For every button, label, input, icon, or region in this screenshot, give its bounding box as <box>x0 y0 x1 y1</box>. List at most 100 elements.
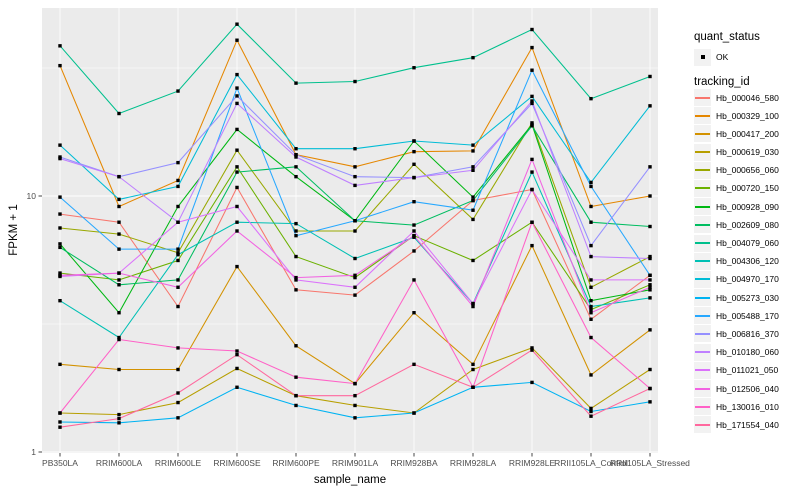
legend-line-swatch <box>695 387 710 390</box>
data-point <box>235 352 239 357</box>
data-point <box>176 391 180 395</box>
data-point <box>117 416 121 421</box>
legend-item: Hb_000417_200 <box>694 125 779 143</box>
legend-key-box <box>694 252 711 270</box>
data-point <box>412 249 416 253</box>
data-point <box>294 403 298 408</box>
legend-key-box <box>694 179 711 197</box>
data-point <box>294 174 298 179</box>
legend-line-swatch <box>695 205 710 208</box>
data-point <box>176 285 180 289</box>
legend-item: Hb_004970_170 <box>694 270 779 288</box>
legend-item-label: Hb_004306_120 <box>716 256 779 267</box>
legend-item: Hb_004079_060 <box>694 234 779 252</box>
data-point <box>176 178 180 183</box>
legend-item: Hb_011021_050 <box>694 361 779 379</box>
data-point <box>589 373 593 377</box>
legend-item: Hb_006816_370 <box>694 325 779 343</box>
legend-line-swatch <box>695 332 710 335</box>
data-point <box>530 348 534 352</box>
legend-item: Hb_004306_120 <box>694 252 779 270</box>
data-point <box>117 283 121 287</box>
data-point <box>176 160 180 165</box>
data-point <box>589 317 593 321</box>
data-point <box>117 204 121 209</box>
data-point <box>117 337 121 342</box>
legend-item-label: Hb_004970_170 <box>716 274 779 285</box>
data-point <box>589 335 593 340</box>
data-point <box>471 165 475 169</box>
legend-line-swatch <box>695 96 710 99</box>
data-point <box>58 362 62 367</box>
data-point <box>235 101 239 106</box>
data-point <box>235 264 239 269</box>
data-point <box>412 233 416 238</box>
x-axis-title: sample_name <box>313 474 387 486</box>
data-point <box>176 204 180 209</box>
legend-line-swatch <box>695 223 710 226</box>
data-point <box>648 400 652 404</box>
data-point <box>58 44 62 48</box>
point-marker-icon <box>700 55 705 59</box>
legend-key-box <box>694 325 711 343</box>
legend-key-box <box>694 307 711 325</box>
data-point <box>589 96 593 101</box>
legend-item-label: Hb_012506_040 <box>716 383 779 394</box>
data-point <box>589 304 593 309</box>
data-point <box>176 184 180 189</box>
legend-item-label: Hb_000619_030 <box>716 147 779 158</box>
data-point <box>294 152 298 157</box>
legend-item-label: Hb_005273_030 <box>716 292 779 303</box>
data-point <box>648 165 652 169</box>
legend-line-swatch <box>695 151 710 154</box>
legend-items: Hb_000046_580 Hb_000329_100 Hb_000417_200 H… <box>694 89 779 435</box>
data-point <box>294 254 298 259</box>
data-point <box>353 416 357 420</box>
legend-item: Hb_000928_090 <box>694 198 779 216</box>
data-point <box>412 139 416 143</box>
data-point <box>589 307 593 312</box>
legend-key-box <box>694 398 711 416</box>
data-point <box>176 416 180 420</box>
data-point <box>530 94 534 99</box>
data-point <box>530 380 534 385</box>
data-point <box>58 425 62 429</box>
legend-item: Hb_000720_150 <box>694 179 779 197</box>
data-point <box>294 233 298 238</box>
data-point <box>58 420 62 424</box>
data-point <box>117 271 121 275</box>
legend-key-box <box>694 125 711 143</box>
legend-item: Hb_005273_030 <box>694 289 779 307</box>
data-point <box>58 226 62 230</box>
legend-line-swatch <box>695 114 710 117</box>
legend-line-swatch <box>695 369 710 372</box>
data-point <box>648 273 652 278</box>
data-point <box>648 104 652 108</box>
data-point <box>176 251 180 255</box>
data-point <box>530 99 534 103</box>
data-point <box>117 247 121 251</box>
data-point <box>648 254 652 259</box>
data-point <box>353 219 357 223</box>
data-point <box>412 411 416 415</box>
data-point <box>58 298 62 303</box>
legend-item: Hb_010180_060 <box>694 343 779 361</box>
data-point <box>471 385 475 389</box>
data-point <box>176 367 180 372</box>
data-point <box>471 149 475 153</box>
data-point <box>530 220 534 224</box>
x-tick-label: RRII105LA_Control <box>554 458 628 468</box>
legend-line-swatch <box>695 351 710 354</box>
data-point <box>117 421 121 425</box>
data-point <box>176 400 180 405</box>
data-point <box>589 414 593 418</box>
data-point <box>294 288 298 292</box>
data-point <box>235 349 239 353</box>
legend-item: Hb_130016_010 <box>694 398 779 416</box>
data-point <box>589 180 593 185</box>
data-point <box>353 381 357 386</box>
data-point <box>412 149 416 154</box>
y-tick-label: 10 <box>27 191 37 201</box>
legend-line-swatch <box>695 423 710 426</box>
data-point <box>235 185 239 190</box>
